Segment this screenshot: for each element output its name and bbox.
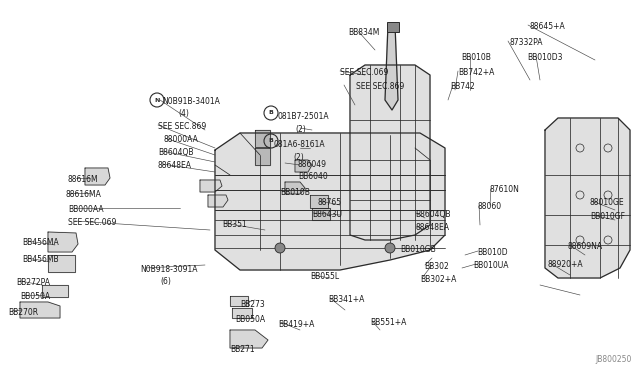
Text: BB341+A: BB341+A [328,295,364,304]
Text: 88648EA: 88648EA [415,223,449,232]
Text: N0B918-3091A: N0B918-3091A [140,265,198,274]
Text: B8604QB: B8604QB [415,210,451,219]
Text: BB6040: BB6040 [298,172,328,181]
Text: 88609NA: 88609NA [568,242,603,251]
Polygon shape [48,255,75,272]
Text: BB010D3: BB010D3 [527,53,563,62]
Polygon shape [350,65,430,240]
Text: JB800250: JB800250 [596,355,632,364]
Bar [387,22,399,32]
Polygon shape [230,330,268,348]
Polygon shape [20,302,60,318]
Text: 88616M: 88616M [68,175,99,184]
Text: 87610N: 87610N [490,185,520,194]
Text: BB273: BB273 [240,300,265,309]
Text: BB742: BB742 [450,82,475,91]
Text: BB419+A: BB419+A [278,320,314,329]
Text: BB010GF: BB010GF [590,212,625,221]
Text: (2): (2) [293,153,304,162]
Polygon shape [42,285,68,297]
Text: BB271: BB271 [230,345,255,354]
Text: SEE SEC.069: SEE SEC.069 [340,68,388,77]
Text: 88648EA: 88648EA [158,161,192,170]
Text: N: N [154,97,160,103]
Polygon shape [230,296,248,306]
Text: 886049: 886049 [298,160,327,169]
Text: 88616MA: 88616MA [65,190,101,199]
Polygon shape [295,160,312,172]
Polygon shape [215,133,445,270]
Circle shape [385,243,395,253]
Text: BB456MB: BB456MB [22,255,59,264]
Polygon shape [232,308,252,318]
Text: 88645+A: 88645+A [530,22,566,31]
Polygon shape [312,208,330,220]
Text: 88000AA: 88000AA [163,135,198,144]
Text: 081B7-2501A: 081B7-2501A [278,112,330,121]
Polygon shape [285,182,305,194]
Text: 88920+A: 88920+A [548,260,584,269]
Text: BB050A: BB050A [235,315,265,324]
Text: BB010D: BB010D [477,248,508,257]
Text: SEE SEC.869: SEE SEC.869 [158,122,206,131]
Text: SEE SEC.869: SEE SEC.869 [356,82,404,91]
Text: B8643U: B8643U [312,210,342,219]
Text: BB272PA: BB272PA [16,278,50,287]
Text: BB000AA: BB000AA [68,205,104,214]
Text: 87332PA: 87332PA [510,38,543,47]
Text: BB834M: BB834M [348,28,380,37]
Text: BB551+A: BB551+A [370,318,406,327]
Text: BB742+A: BB742+A [458,68,494,77]
Text: B: B [269,110,273,115]
Text: BB456MA: BB456MA [22,238,59,247]
Text: BB010UA: BB010UA [473,261,509,270]
Text: B8604QB: B8604QB [158,148,193,157]
Text: (4): (4) [178,109,189,118]
Text: BB055L: BB055L [310,272,339,281]
Text: BB351: BB351 [222,220,247,229]
Polygon shape [255,148,270,165]
Text: 88010GE: 88010GE [590,198,625,207]
Text: BB010B: BB010B [461,53,491,62]
Text: BB050A: BB050A [20,292,50,301]
Text: BB302+A: BB302+A [420,275,456,284]
Polygon shape [545,118,630,278]
Polygon shape [85,168,110,185]
Circle shape [275,243,285,253]
Text: 081A6-8161A: 081A6-8161A [274,140,326,149]
Text: BB270R: BB270R [8,308,38,317]
Text: (6): (6) [160,277,171,286]
Text: 88060: 88060 [477,202,501,211]
Polygon shape [200,180,222,192]
Text: BB010GB: BB010GB [400,245,436,254]
Polygon shape [48,232,78,252]
Polygon shape [385,25,398,110]
Polygon shape [208,195,228,207]
Polygon shape [310,195,328,208]
Text: B: B [269,138,273,144]
Text: N0B91B-3401A: N0B91B-3401A [162,97,220,106]
Text: SEE SEC.069: SEE SEC.069 [68,218,116,227]
Text: 88765: 88765 [318,198,342,207]
Text: BB010B: BB010B [280,188,310,197]
Text: (2): (2) [295,125,306,134]
Text: BB302: BB302 [424,262,449,271]
Polygon shape [255,130,270,147]
